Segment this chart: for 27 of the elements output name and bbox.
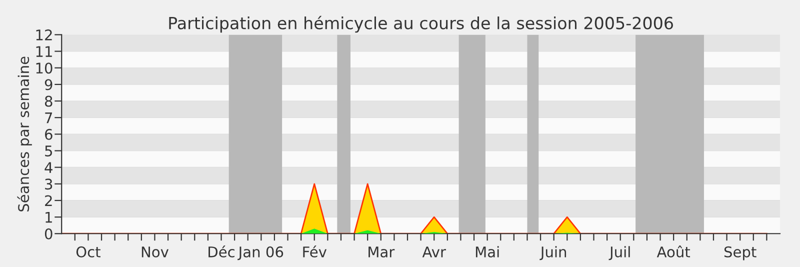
y-tick-label: 10 <box>36 62 52 74</box>
y-axis-title: Séances par semaine <box>17 56 32 212</box>
x-tick-label: Mai <box>476 246 499 258</box>
chart-title: Participation en hémicycle au cours de la session 2005-2006 <box>169 16 673 33</box>
y-tick-label: 4 <box>44 162 52 173</box>
x-tick-label: Jan 06 <box>238 246 284 260</box>
y-tick-label: 7 <box>45 112 52 124</box>
y-tick-label: 11 <box>36 46 52 57</box>
x-tick-label: Oct <box>76 246 100 258</box>
x-tick-label: Sept <box>724 246 756 260</box>
x-tick-label: Mar <box>368 246 395 258</box>
y-tick-label: 1 <box>46 212 52 223</box>
x-tick-label: Nov <box>142 246 169 258</box>
x-tick-label: Juin <box>540 246 566 260</box>
y-tick-label: 5 <box>45 146 52 156</box>
y-tick-label: 8 <box>44 96 52 107</box>
x-tick-label: Août <box>656 246 690 258</box>
x-tick-label: Fév <box>303 246 327 258</box>
y-tick-label: 6 <box>45 128 52 140</box>
y-tick-label: 12 <box>36 29 52 40</box>
x-tick-label: Juil <box>608 246 630 260</box>
y-tick-label: 3 <box>45 178 52 190</box>
y-tick-label: 2 <box>45 195 52 206</box>
y-tick-label: 9 <box>44 79 52 90</box>
y-tick-label: 0 <box>44 228 52 240</box>
x-tick-label: Avr <box>422 246 446 258</box>
x-tick-label: Déc <box>208 246 234 258</box>
